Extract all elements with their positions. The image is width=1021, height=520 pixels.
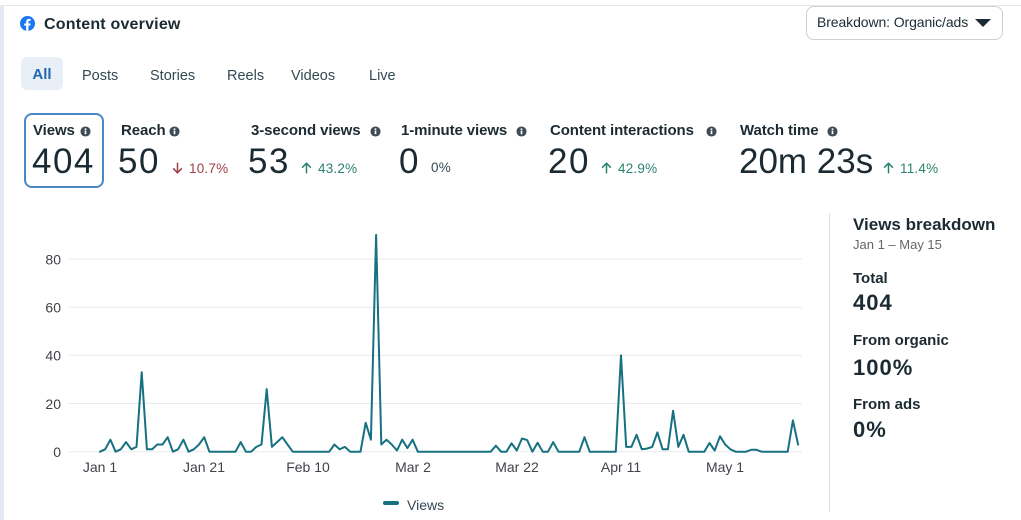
svg-text:0: 0 [53,444,61,460]
svg-text:Jan 1: Jan 1 [83,459,117,475]
svg-text:Mar 22: Mar 22 [495,459,539,475]
svg-text:May 1: May 1 [706,459,744,475]
svg-text:Feb 10: Feb 10 [286,459,330,475]
svg-text:20: 20 [45,396,61,412]
svg-text:Mar 2: Mar 2 [395,459,431,475]
svg-text:40: 40 [45,348,61,364]
svg-text:80: 80 [45,252,61,268]
svg-text:Jan 21: Jan 21 [183,459,225,475]
svg-text:Apr 11: Apr 11 [601,459,641,475]
svg-text:60: 60 [45,300,61,316]
